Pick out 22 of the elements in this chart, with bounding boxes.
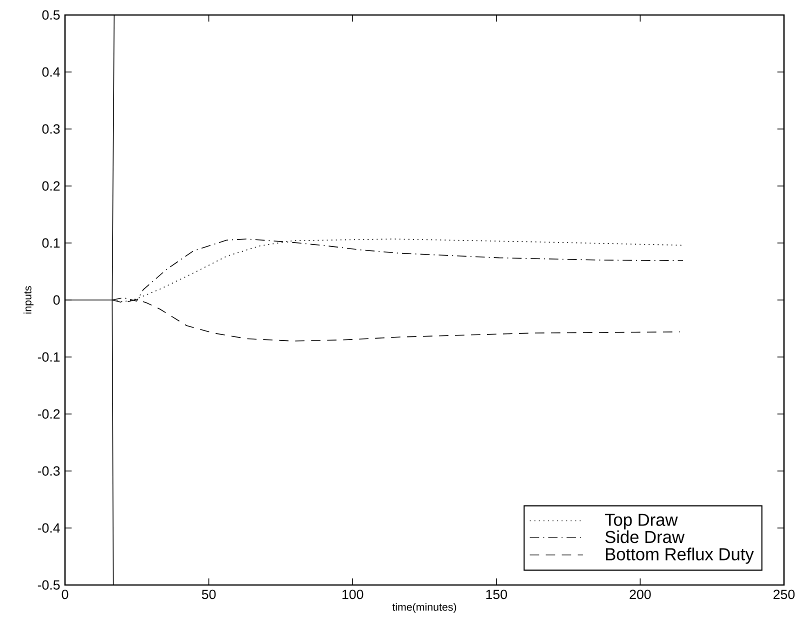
x-tick-label: 50 — [202, 590, 216, 600]
y-tick-label: 0.3 — [42, 124, 60, 134]
y-tick-label: -0.4 — [38, 523, 60, 533]
x-axis-title: time(minutes) — [392, 602, 456, 613]
y-tick-label: 0.5 — [42, 10, 60, 20]
y-tick-label: 0.2 — [42, 181, 60, 191]
y-axis-title: inputs — [24, 286, 34, 314]
y-tick-label: -0.5 — [38, 580, 60, 590]
x-tick-label: 0 — [62, 590, 68, 600]
x-tick-label: 200 — [630, 590, 651, 600]
legend-label: Top Draw — [604, 514, 678, 530]
y-tick-label: 0.1 — [42, 238, 60, 248]
y-tick-label: 0 — [53, 295, 60, 305]
y-tick-label: -0.3 — [38, 466, 60, 476]
y-tick-label: 0.4 — [42, 67, 60, 77]
y-tick-label: -0.1 — [38, 352, 60, 362]
legend-label: Side Draw — [605, 530, 685, 544]
x-tick-label: 250 — [774, 590, 795, 600]
legend-label: Bottom Reflux Duty — [606, 548, 754, 564]
x-tick-label: 150 — [486, 590, 508, 600]
x-tick-label: 100 — [342, 590, 364, 600]
y-tick-label: -0.2 — [38, 409, 60, 419]
